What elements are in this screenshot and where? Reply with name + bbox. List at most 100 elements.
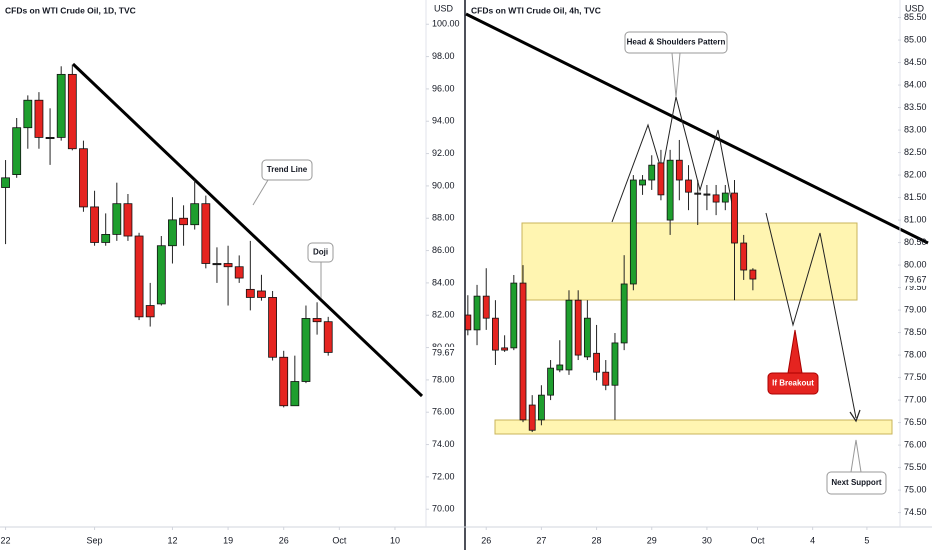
candle-body bbox=[556, 364, 564, 371]
annotation: Next Support bbox=[831, 478, 882, 487]
y-tick-label: 70.00 bbox=[432, 504, 455, 514]
annotation: If Breakout bbox=[772, 379, 814, 388]
candle-body bbox=[565, 299, 573, 371]
support-zone bbox=[494, 419, 893, 435]
annotation: Head & Shoulders Pattern bbox=[627, 38, 726, 47]
candle-body bbox=[112, 203, 122, 235]
y-tick-label: 80.00 bbox=[904, 259, 927, 269]
candle-body bbox=[312, 318, 322, 323]
y-tick-label: 77.00 bbox=[904, 394, 927, 404]
candle-body bbox=[223, 263, 233, 268]
callout-box bbox=[767, 372, 819, 395]
x-tick-label: 19 bbox=[223, 535, 233, 545]
candle-body bbox=[648, 164, 656, 181]
y-tick-label: 78.00 bbox=[904, 349, 927, 359]
projection-path bbox=[765, 212, 857, 419]
candle-body bbox=[79, 148, 88, 208]
x-tick-label: 5 bbox=[864, 535, 869, 545]
y-tick-label: 83.00 bbox=[904, 124, 927, 134]
y-tick-label: 78.50 bbox=[904, 327, 927, 337]
last-price-label: 79.67 bbox=[432, 347, 455, 357]
resistance-zone bbox=[521, 222, 858, 301]
candle-body bbox=[694, 192, 702, 195]
y-tick-label: 79.50 bbox=[904, 282, 927, 292]
trend-line bbox=[71, 62, 424, 398]
candle-body bbox=[179, 217, 188, 226]
y-tick-label: 85.50 bbox=[904, 12, 927, 22]
x-tick-label: 27 bbox=[536, 535, 546, 545]
candle-body bbox=[602, 371, 610, 386]
candle-body bbox=[611, 342, 619, 386]
candle-body bbox=[268, 297, 277, 358]
y-tick-label: 82.00 bbox=[904, 169, 927, 179]
candle-body bbox=[23, 99, 33, 129]
candle-body bbox=[156, 245, 166, 305]
candle-body bbox=[201, 203, 211, 264]
x-tick-label: 10 bbox=[390, 535, 400, 545]
candle-body bbox=[12, 127, 22, 175]
candle-body bbox=[301, 318, 311, 382]
callout-box bbox=[307, 242, 334, 263]
candle-body bbox=[279, 356, 289, 407]
y-tick-label: 85.00 bbox=[904, 34, 927, 44]
y-tick-label: 78.00 bbox=[432, 374, 455, 384]
annotation: Trend Line bbox=[267, 165, 308, 174]
candle-body bbox=[90, 206, 99, 243]
candle-body bbox=[290, 381, 300, 407]
x-tick-label: Sep bbox=[87, 535, 103, 545]
candle-body bbox=[134, 235, 144, 318]
candle-body bbox=[574, 299, 582, 356]
candle-body bbox=[712, 194, 720, 203]
y-tick-label: 74.00 bbox=[432, 439, 455, 449]
candle-body bbox=[721, 192, 729, 203]
candle-body bbox=[703, 193, 711, 196]
callout-box bbox=[826, 471, 887, 495]
y-tick-label: 82.00 bbox=[432, 310, 455, 320]
y-tick-label: 92.00 bbox=[432, 148, 455, 158]
y-tick-label: 100.00 bbox=[432, 19, 460, 29]
y-tick-label: 88.00 bbox=[432, 213, 455, 223]
candle-body bbox=[101, 234, 111, 243]
x-tick-label: 26 bbox=[279, 535, 289, 545]
y-tick-label: 84.50 bbox=[904, 57, 927, 67]
annotation: Doji bbox=[313, 248, 328, 257]
candle-body bbox=[56, 73, 66, 138]
candle-body bbox=[537, 394, 545, 421]
candle-body bbox=[245, 288, 255, 298]
candle-body bbox=[731, 192, 738, 244]
candle-body bbox=[323, 321, 333, 353]
candle-body bbox=[629, 179, 637, 285]
candle-body bbox=[482, 295, 490, 319]
candle-body bbox=[123, 203, 133, 237]
y-tick-label: 84.00 bbox=[432, 277, 455, 287]
x-tick-label: 12 bbox=[167, 535, 177, 545]
y-tick-label: 75.00 bbox=[904, 484, 927, 494]
candle-body bbox=[168, 219, 177, 247]
candle-body bbox=[473, 295, 481, 331]
callout-pointer bbox=[252, 179, 269, 206]
currency-label: USD bbox=[434, 3, 454, 13]
y-tick-label: 76.00 bbox=[432, 407, 455, 417]
callout-box bbox=[261, 159, 313, 181]
last-price-bg bbox=[902, 273, 932, 286]
candle-body bbox=[145, 305, 155, 318]
candle-body bbox=[620, 283, 628, 344]
y-tick-label: 81.00 bbox=[904, 214, 927, 224]
x-tick-label: 26 bbox=[481, 535, 491, 545]
y-tick-label: 84.00 bbox=[904, 79, 927, 89]
candle-body bbox=[547, 367, 554, 396]
candle-body bbox=[492, 317, 499, 351]
y-tick-label: 98.00 bbox=[432, 51, 455, 61]
candle-body bbox=[685, 179, 692, 193]
y-tick-label: 94.00 bbox=[432, 116, 455, 126]
y-tick-label: 80.50 bbox=[904, 237, 927, 247]
y-tick-label: 75.50 bbox=[904, 462, 927, 472]
candle-body bbox=[593, 352, 600, 373]
y-tick-label: 74.50 bbox=[904, 507, 927, 517]
y-tick-label: 90.00 bbox=[432, 180, 455, 190]
candle-body bbox=[639, 179, 646, 186]
y-tick-label: 79.00 bbox=[904, 304, 927, 314]
last-price-bg bbox=[430, 346, 460, 359]
x-tick-label: Oct bbox=[750, 535, 765, 545]
candle-body bbox=[67, 73, 77, 150]
